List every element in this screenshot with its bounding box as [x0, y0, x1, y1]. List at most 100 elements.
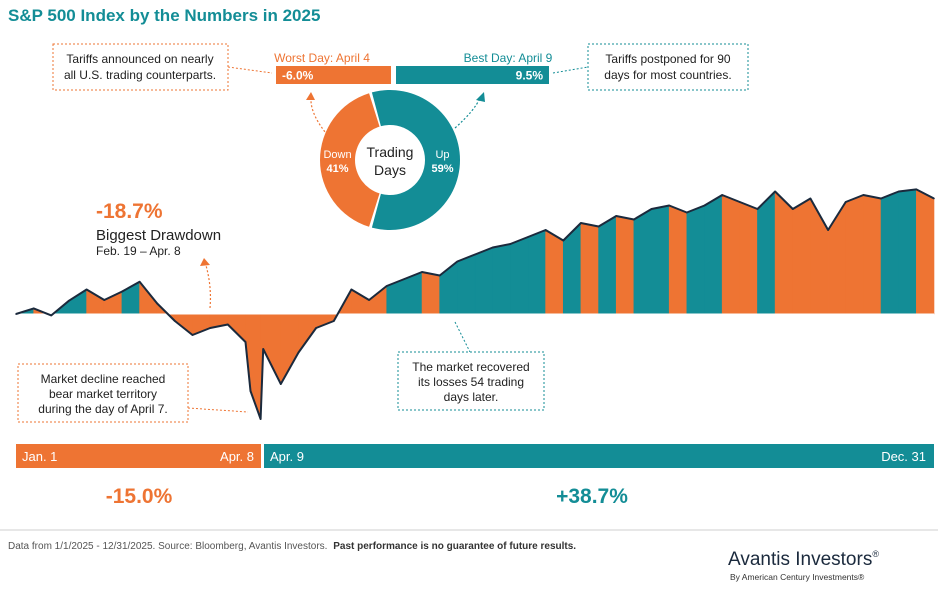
- note-recovered-line-1: The market recovered: [412, 360, 529, 374]
- data-point: [844, 201, 847, 203]
- data-point: [297, 351, 300, 354]
- data-point: [262, 348, 265, 350]
- area-segment: [280, 313, 299, 386]
- area-segment: [845, 194, 864, 315]
- period-second-end: Dec. 31: [881, 449, 926, 464]
- note-postponed-line-2: days for most countries.: [604, 68, 731, 82]
- period-first-start: Jan. 1: [22, 449, 57, 464]
- brand-mark: ®: [872, 549, 879, 559]
- data-point: [562, 239, 565, 242]
- area-segment: [368, 285, 388, 315]
- best-day-value: 9.5%: [516, 69, 544, 83]
- area-segment: [774, 190, 794, 315]
- data-point: [403, 278, 406, 280]
- area-segment: [86, 288, 105, 315]
- drawdown-arrow: [204, 261, 212, 309]
- data-point: [227, 323, 229, 326]
- donut-category-label: Down: [323, 149, 351, 161]
- data-point: [668, 204, 670, 207]
- data-point: [244, 341, 247, 343]
- data-point: [15, 313, 17, 315]
- note-bear-line-1: Market decline reached: [41, 372, 166, 386]
- period-bar-first: [16, 444, 261, 468]
- best-day-label: Best Day: April 9: [464, 51, 553, 65]
- area-segment: [492, 243, 511, 315]
- note-bear-market: Market decline reached bear market terri…: [17, 363, 249, 423]
- period-second-start: Apr. 9: [270, 449, 304, 464]
- data-point: [121, 290, 123, 293]
- data-point: [259, 418, 262, 420]
- note-tariffs-announced: Tariffs announced on nearly all U.S. tra…: [52, 43, 273, 91]
- worst-day-arrow: [310, 97, 331, 139]
- data-point: [756, 208, 759, 210]
- note-tariffs-line-1: Tariffs announced on nearly: [66, 52, 213, 66]
- data-point: [456, 260, 459, 263]
- data-point: [421, 271, 423, 273]
- area-segment: [545, 229, 564, 315]
- data-point: [827, 229, 829, 231]
- data-point: [880, 197, 882, 200]
- period-second-return: +38.7%: [556, 485, 628, 508]
- data-point: [739, 201, 741, 203]
- donut-center-title: Trading: [367, 144, 414, 160]
- data-point: [580, 222, 582, 224]
- brand-name: Avantis Investors®: [728, 549, 879, 570]
- data-point: [350, 288, 353, 291]
- drawdown-area-chart: [15, 188, 935, 420]
- footer-source: Data from 1/1/2025 - 12/31/2025. Source:…: [8, 541, 576, 552]
- best-day-arrowhead: [476, 92, 485, 102]
- data-point: [315, 327, 317, 329]
- note-postponed-line-1: Tariffs postponed for 90: [605, 52, 731, 66]
- data-point: [491, 246, 494, 249]
- area-segment: [863, 194, 882, 315]
- data-point: [32, 307, 35, 310]
- data-point: [209, 327, 211, 329]
- donut-category-label: Up: [435, 149, 449, 161]
- area-segment: [704, 194, 723, 315]
- worst-day-value: -6.0%: [282, 69, 314, 83]
- area-segment: [792, 197, 811, 315]
- worst-day-bar: [276, 66, 391, 84]
- note-tariffs-line-2: all U.S. trading counterparts.: [64, 68, 216, 82]
- data-point: [650, 208, 653, 210]
- data-point: [597, 225, 600, 228]
- data-point: [68, 299, 70, 302]
- data-point: [103, 299, 106, 301]
- area-segment: [262, 313, 282, 385]
- area-segment: [686, 205, 705, 315]
- area-segment: [916, 188, 935, 315]
- data-point: [862, 194, 865, 196]
- brand-subtitle: By American Century Investments®: [730, 572, 865, 582]
- trading-days-donut-chart: Down 41% Up 59% Trading Days: [319, 90, 460, 230]
- data-point: [703, 204, 706, 207]
- area-segment: [598, 215, 617, 315]
- data-point: [633, 218, 635, 221]
- data-point: [333, 320, 335, 322]
- data-point: [438, 274, 441, 277]
- note-recovered: The market recovered its losses 54 tradi…: [397, 321, 545, 411]
- donut-value-label: 41%: [326, 163, 348, 175]
- best-day-arrow: [454, 97, 481, 129]
- area-segment: [668, 205, 688, 315]
- page-title: S&P 500 Index by the Numbers in 2025: [8, 6, 320, 25]
- donut-value-label: 59%: [431, 163, 453, 175]
- data-point: [915, 188, 918, 191]
- data-point: [615, 215, 617, 217]
- donut-center-title: Days: [374, 162, 406, 178]
- data-point: [774, 190, 776, 193]
- area-segment: [898, 189, 917, 315]
- data-point: [809, 197, 812, 200]
- area-segment: [457, 254, 476, 315]
- data-point: [249, 390, 252, 392]
- note-recovered-line-2: its losses 54 trading: [418, 375, 524, 389]
- drawdown-dates: Feb. 19 – Apr. 8: [96, 244, 181, 258]
- drawdown-arrowhead: [200, 258, 210, 266]
- data-point: [686, 211, 688, 214]
- data-point: [156, 302, 158, 305]
- footer-disclaimer: Past performance is no guarantee of futu…: [333, 541, 576, 552]
- area-segment: [68, 288, 87, 315]
- data-point: [474, 253, 476, 256]
- data-point: [385, 285, 388, 287]
- note-bear-line-3: during the day of April 7.: [38, 402, 167, 416]
